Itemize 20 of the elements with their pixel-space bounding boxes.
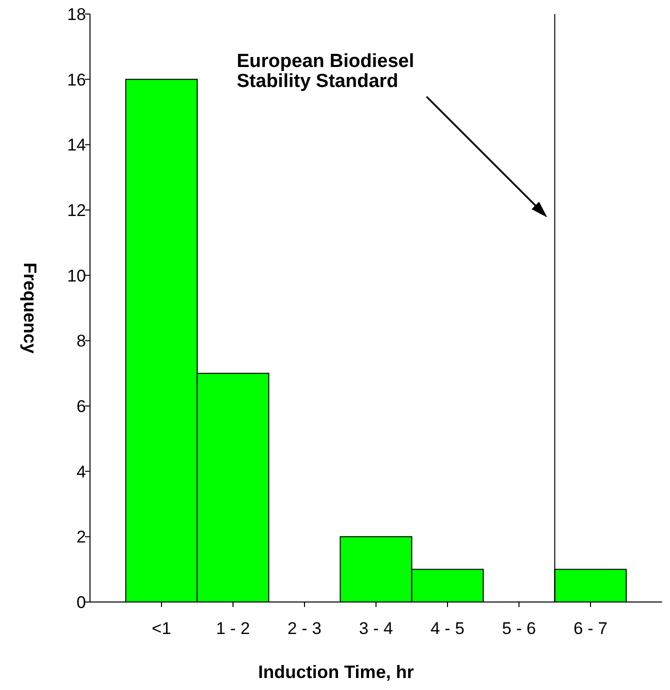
x-axis-title: Induction Time, hr	[258, 662, 414, 682]
annotation: European Biodiesel Stability Standard	[236, 50, 414, 92]
y-tick-label: 6	[76, 396, 86, 416]
y-tick-label: 12	[67, 200, 86, 220]
x-tick-label: 2 - 3	[287, 619, 322, 638]
y-tick-label: 18	[67, 4, 86, 24]
y-tick-label: 8	[76, 332, 86, 351]
y-tick-label: 2	[76, 528, 86, 547]
x-tick-label: <1	[152, 619, 172, 638]
y-axis-title: Frequency	[20, 262, 40, 354]
x-tick-label: 6 - 7	[573, 619, 608, 638]
y-tick-label: 4	[76, 462, 86, 482]
x-tick-label: 5 - 6	[502, 619, 536, 638]
x-tick-label: 1 - 2	[216, 619, 250, 638]
x-tick-label: 4 - 5	[430, 619, 465, 638]
x-tick-label: 3 - 4	[358, 619, 394, 638]
y-tick-label: 14	[67, 136, 86, 155]
y-tick-label: 10	[67, 266, 86, 286]
y-tick-label: 16	[67, 70, 86, 90]
y-tick-label: 0	[76, 592, 86, 612]
